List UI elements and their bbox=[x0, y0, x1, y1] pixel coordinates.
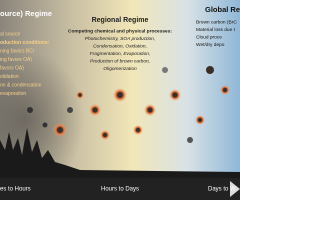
timeline-label: Hours to Days bbox=[101, 187, 139, 193]
middle-line: Production of brown carbon, bbox=[90, 58, 150, 64]
right-line: Cloud proce bbox=[196, 34, 222, 40]
middle-line: Condensation, Oxidation, bbox=[93, 43, 147, 49]
left-line: ing favors OA) bbox=[0, 57, 32, 63]
middle-line: Oligomerization bbox=[103, 66, 137, 72]
right-title: Global Regi bbox=[205, 5, 240, 14]
left-line: evaporation bbox=[0, 91, 26, 97]
left-line: favors OA) bbox=[0, 65, 24, 71]
left-title: ource) Regime bbox=[0, 9, 52, 18]
diagram: ource) Regime al source oduction conditio… bbox=[0, 0, 240, 200]
left-line: ning favors BC/ bbox=[0, 48, 35, 54]
right-line: Wet/dry depo bbox=[196, 42, 225, 48]
forest bbox=[0, 128, 240, 178]
left-line: olidation bbox=[0, 74, 19, 80]
left-line: oduction conditions: bbox=[0, 40, 50, 46]
timeline-label: es to Hours bbox=[0, 187, 31, 193]
right-line: Material loss due t bbox=[196, 27, 236, 33]
particles bbox=[27, 66, 230, 143]
middle-title: Regional Regime bbox=[92, 17, 149, 24]
right-line: Brown carbon (BrC bbox=[196, 19, 237, 25]
middle-line: Competing chemical and physical processe… bbox=[68, 28, 172, 34]
left-line: al source bbox=[0, 31, 21, 37]
left-line: on & condensation bbox=[0, 82, 42, 88]
timeline-bar bbox=[0, 178, 240, 200]
timeline-arrow bbox=[230, 181, 240, 197]
middle-line: Photochemistry, SOA production, bbox=[85, 36, 155, 42]
middle-line: Fragmentation, Evaporation, bbox=[90, 51, 151, 57]
timeline-label: Days to W bbox=[208, 187, 236, 193]
